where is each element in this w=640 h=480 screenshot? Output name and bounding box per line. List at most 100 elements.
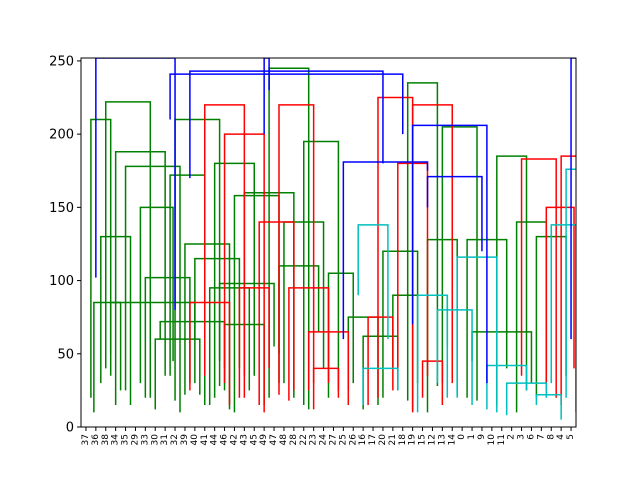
dendrogram-link-45 <box>307 331 350 406</box>
leaf-label-22: 22 <box>299 434 309 445</box>
dendrogram-link-69 <box>342 161 429 340</box>
dendrogram-link-33 <box>218 282 275 362</box>
leaf-label-11: 11 <box>497 434 507 445</box>
dendrogram-link-58 <box>436 309 473 406</box>
leaf-label-2: 2 <box>507 434 517 440</box>
dendrogram-link-60 <box>486 364 528 410</box>
y-tick-label: 100 <box>49 274 74 289</box>
dendrogram-link-2 <box>93 301 122 413</box>
leaf-label-35: 35 <box>121 434 131 445</box>
leaf-label-21: 21 <box>388 434 398 445</box>
leaf-label-7: 7 <box>536 434 546 440</box>
dendrogram-link-3 <box>105 101 152 398</box>
y-axis: 0 50 100 150 200 250 <box>49 54 81 436</box>
leaf-label-41: 41 <box>200 434 210 445</box>
dendrogram-link-6 <box>139 206 174 384</box>
dendrogram-link-5 <box>124 165 181 413</box>
leaf-label-18: 18 <box>398 434 408 446</box>
axes-frame <box>80 57 577 428</box>
leaf-label-29: 29 <box>130 434 140 446</box>
dendrogram-link-51 <box>421 360 444 406</box>
dendrogram-link-43 <box>278 104 315 410</box>
dendrogram-link-16 <box>233 194 280 413</box>
leaf-label-23: 23 <box>309 434 319 445</box>
leaf-label-44: 44 <box>210 434 220 446</box>
dendrogram-link-0 <box>90 118 112 398</box>
leaf-label-17: 17 <box>368 434 378 445</box>
dendrogram-link-14 <box>213 162 255 398</box>
leaf-label-31: 31 <box>160 434 170 445</box>
leaf-label-4: 4 <box>556 434 566 440</box>
leaf-label-26: 26 <box>348 434 358 446</box>
dendrogram-link-42 <box>258 221 295 406</box>
y-tick-label: 200 <box>49 128 74 143</box>
dendrogram-link-71 <box>411 124 488 384</box>
leaf-label-0: 0 <box>457 434 467 440</box>
leaf-label-38: 38 <box>101 434 111 446</box>
dendrogram-link-59 <box>456 256 498 413</box>
dendrogram-link-57 <box>416 294 449 413</box>
leaf-label-5: 5 <box>566 434 576 440</box>
dendrogram-link-67 <box>189 70 384 179</box>
leaf-label-47: 47 <box>269 434 279 445</box>
dendrogram-link-56 <box>362 367 399 406</box>
leaf-label-24: 24 <box>319 434 329 446</box>
dendrogram-link-66 <box>169 73 404 135</box>
leaf-label-1: 1 <box>467 434 477 440</box>
leaf-label-30: 30 <box>150 434 160 446</box>
dendrogram-link-4 <box>114 150 166 406</box>
leaf-label-48: 48 <box>279 434 289 446</box>
dendrogram-link-20 <box>303 140 340 406</box>
dendrogram-link-7 <box>144 276 191 398</box>
dendrogram-link-70 <box>426 175 483 252</box>
dendrogram-link-38 <box>189 301 231 406</box>
dendrogram-link-53 <box>545 206 575 391</box>
leaf-label-19: 19 <box>408 434 418 446</box>
leaf-label-28: 28 <box>289 434 299 446</box>
leaf-label-16: 16 <box>358 434 368 446</box>
dendrogram-link-50 <box>411 104 453 413</box>
dendrogram-link-64 <box>565 168 576 398</box>
dendrogram-link-10 <box>174 118 221 401</box>
dendrogram-link-35 <box>278 265 320 354</box>
dendrogram-link-27 <box>441 126 478 401</box>
dendrogram-link-72 <box>570 58 576 340</box>
dendrogram-link-13 <box>208 287 251 406</box>
dendrogram-link-18 <box>268 67 310 410</box>
leaf-label-10: 10 <box>487 434 497 446</box>
dendrogram-link-21 <box>327 272 354 398</box>
leaf-label-39: 39 <box>180 434 190 446</box>
leaf-label-37: 37 <box>81 434 91 445</box>
leaf-label-32: 32 <box>170 434 180 445</box>
dendrogram-link-61 <box>505 382 548 416</box>
leaf-label-43: 43 <box>239 434 249 445</box>
dendrogram-link-37 <box>471 331 533 384</box>
y-tick-label: 50 <box>57 347 74 362</box>
dendrogram-link-40 <box>223 133 265 413</box>
leaf-label-45: 45 <box>249 434 259 445</box>
leaf-label-36: 36 <box>91 434 101 446</box>
dendrogram-link-41 <box>238 287 270 398</box>
leaf-label-40: 40 <box>190 434 200 446</box>
dendrogram-link-52 <box>520 158 557 398</box>
dendrogram-link-54 <box>560 155 576 406</box>
dendrogram-link-44 <box>288 287 330 401</box>
leaf-label-15: 15 <box>418 434 428 445</box>
dendrogram-link-39 <box>204 104 246 398</box>
dendrogram-link-46 <box>312 367 340 398</box>
leaf-label-42: 42 <box>229 434 239 445</box>
dendrogram-link-55 <box>357 224 389 340</box>
dendrogram-link-8 <box>154 338 201 410</box>
y-tick-label: 150 <box>49 201 74 216</box>
leaf-label-25: 25 <box>338 434 348 445</box>
leaf-label-13: 13 <box>437 434 447 445</box>
dendrogram-link-63 <box>550 224 576 413</box>
leaf-label-46: 46 <box>220 434 230 446</box>
leaf-label-6: 6 <box>526 434 536 440</box>
leaf-label-33: 33 <box>140 434 150 445</box>
leaf-label-9: 9 <box>477 434 487 440</box>
leaf-label-49: 49 <box>259 434 269 446</box>
dendrogram-link-25 <box>406 82 439 401</box>
dendrogram-link-65 <box>95 58 176 310</box>
